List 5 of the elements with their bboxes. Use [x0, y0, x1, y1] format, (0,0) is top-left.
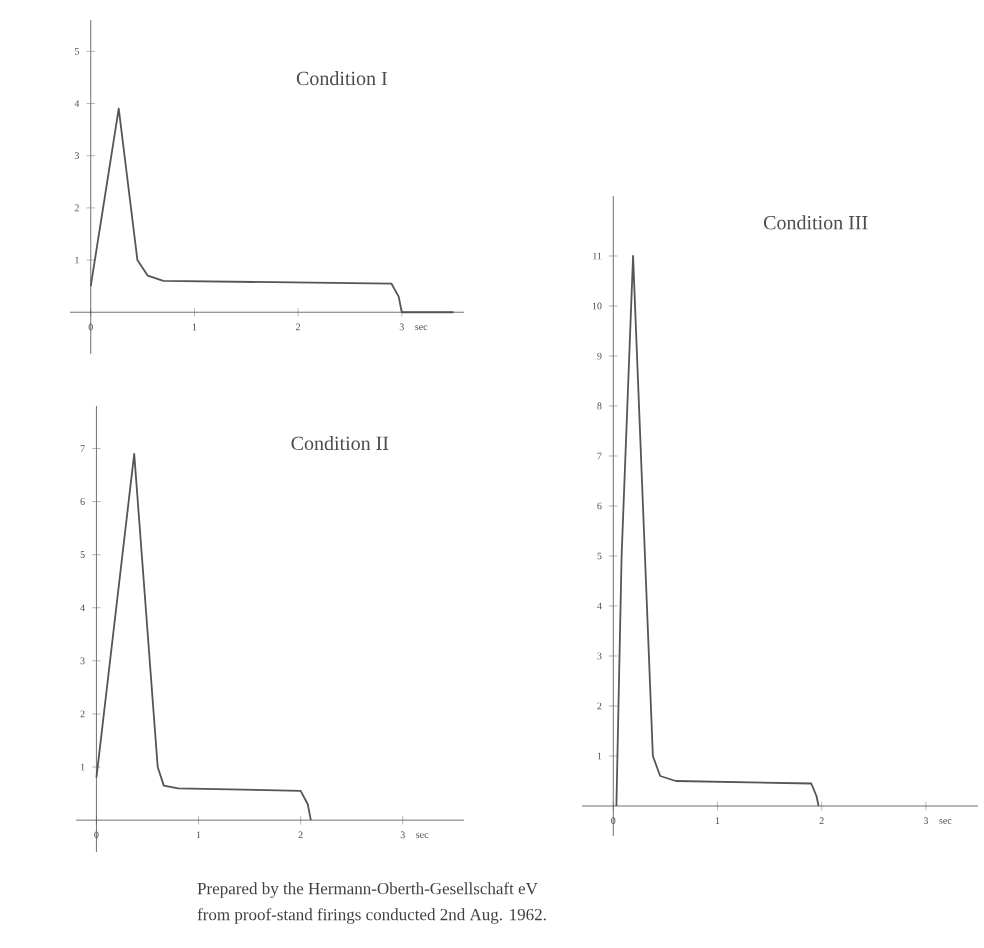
- text: Condition I: [296, 71, 388, 86]
- text: from proof-stand firings conducted 2nd Aug. 1962.: [197, 908, 546, 924]
- text: Condition III: [763, 215, 868, 230]
- text: Prepared by the Hermann-Oberth-Gesellschaft eV: [197, 882, 538, 898]
- text: Condition II: [291, 436, 389, 451]
